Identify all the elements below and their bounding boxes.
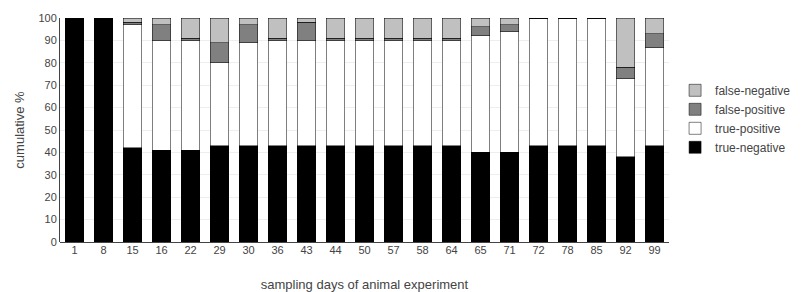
svg-text:60: 60 xyxy=(45,101,57,113)
svg-text:64: 64 xyxy=(445,244,457,256)
svg-text:false-positive: false-positive xyxy=(715,103,785,117)
svg-text:true-negative: true-negative xyxy=(715,141,785,155)
svg-text:44: 44 xyxy=(329,244,341,256)
svg-text:15: 15 xyxy=(126,244,138,256)
svg-text:40: 40 xyxy=(45,146,57,158)
svg-text:sampling days of animal experi: sampling days of animal experiment xyxy=(261,277,469,292)
svg-text:8: 8 xyxy=(100,244,106,256)
svg-text:90: 90 xyxy=(45,34,57,46)
svg-text:cumulative %: cumulative % xyxy=(12,91,27,169)
svg-text:0: 0 xyxy=(51,236,57,248)
svg-text:85: 85 xyxy=(590,244,602,256)
svg-text:58: 58 xyxy=(416,244,428,256)
svg-text:43: 43 xyxy=(300,244,312,256)
svg-text:false-negative: false-negative xyxy=(715,84,790,98)
svg-text:22: 22 xyxy=(184,244,196,256)
svg-text:36: 36 xyxy=(271,244,283,256)
svg-text:100: 100 xyxy=(38,12,56,24)
svg-text:20: 20 xyxy=(45,191,57,203)
svg-text:92: 92 xyxy=(619,244,631,256)
svg-text:50: 50 xyxy=(45,124,57,136)
svg-text:50: 50 xyxy=(358,244,370,256)
svg-text:71: 71 xyxy=(503,244,515,256)
svg-text:16: 16 xyxy=(155,244,167,256)
svg-text:30: 30 xyxy=(45,169,57,181)
svg-text:80: 80 xyxy=(45,57,57,69)
svg-text:29: 29 xyxy=(213,244,225,256)
svg-text:65: 65 xyxy=(474,244,486,256)
svg-text:10: 10 xyxy=(45,213,57,225)
svg-text:78: 78 xyxy=(561,244,573,256)
svg-text:57: 57 xyxy=(387,244,399,256)
svg-text:70: 70 xyxy=(45,79,57,91)
svg-text:1: 1 xyxy=(71,244,77,256)
svg-text:72: 72 xyxy=(532,244,544,256)
svg-text:99: 99 xyxy=(648,244,660,256)
svg-text:true-positive: true-positive xyxy=(715,122,781,136)
svg-text:30: 30 xyxy=(242,244,254,256)
